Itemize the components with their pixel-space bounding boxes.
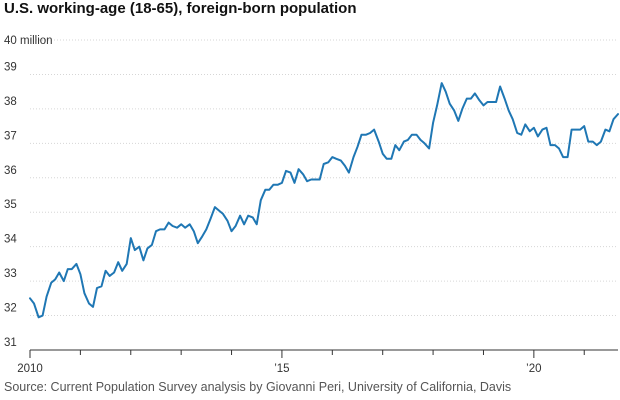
y-axis-tick-labels: 31 32 33 34 35 36 37 38 39 bbox=[4, 61, 17, 349]
x-tick-label: ’15 bbox=[274, 363, 289, 375]
y-tick-label: 31 bbox=[4, 337, 17, 349]
y-tick-label: 32 bbox=[4, 303, 17, 315]
y-tick-label: 35 bbox=[4, 199, 17, 211]
y-tick-label: 38 bbox=[4, 96, 17, 108]
source-note: Source: Current Population Survey analys… bbox=[4, 380, 512, 394]
x-tick-label: ’20 bbox=[526, 363, 541, 375]
y-tick-label: 37 bbox=[4, 130, 17, 142]
line-chart: 31 32 33 34 35 36 37 38 39 40 million 2010 ’15 ’20 bbox=[4, 35, 619, 375]
y-axis-unit-label: 40 million bbox=[4, 35, 53, 47]
chart-title: U.S. working-age (18-65), foreign-born p… bbox=[4, 0, 357, 17]
x-axis-ticks: 2010 ’15 ’20 bbox=[17, 350, 585, 375]
y-tick-label: 34 bbox=[4, 234, 17, 246]
y-tick-label: 39 bbox=[4, 61, 17, 73]
y-tick-label: 36 bbox=[4, 165, 17, 177]
y-tick-label: 33 bbox=[4, 268, 17, 280]
x-tick-label: 2010 bbox=[17, 363, 43, 375]
gridlines bbox=[30, 39, 618, 317]
series-line bbox=[29, 82, 619, 319]
